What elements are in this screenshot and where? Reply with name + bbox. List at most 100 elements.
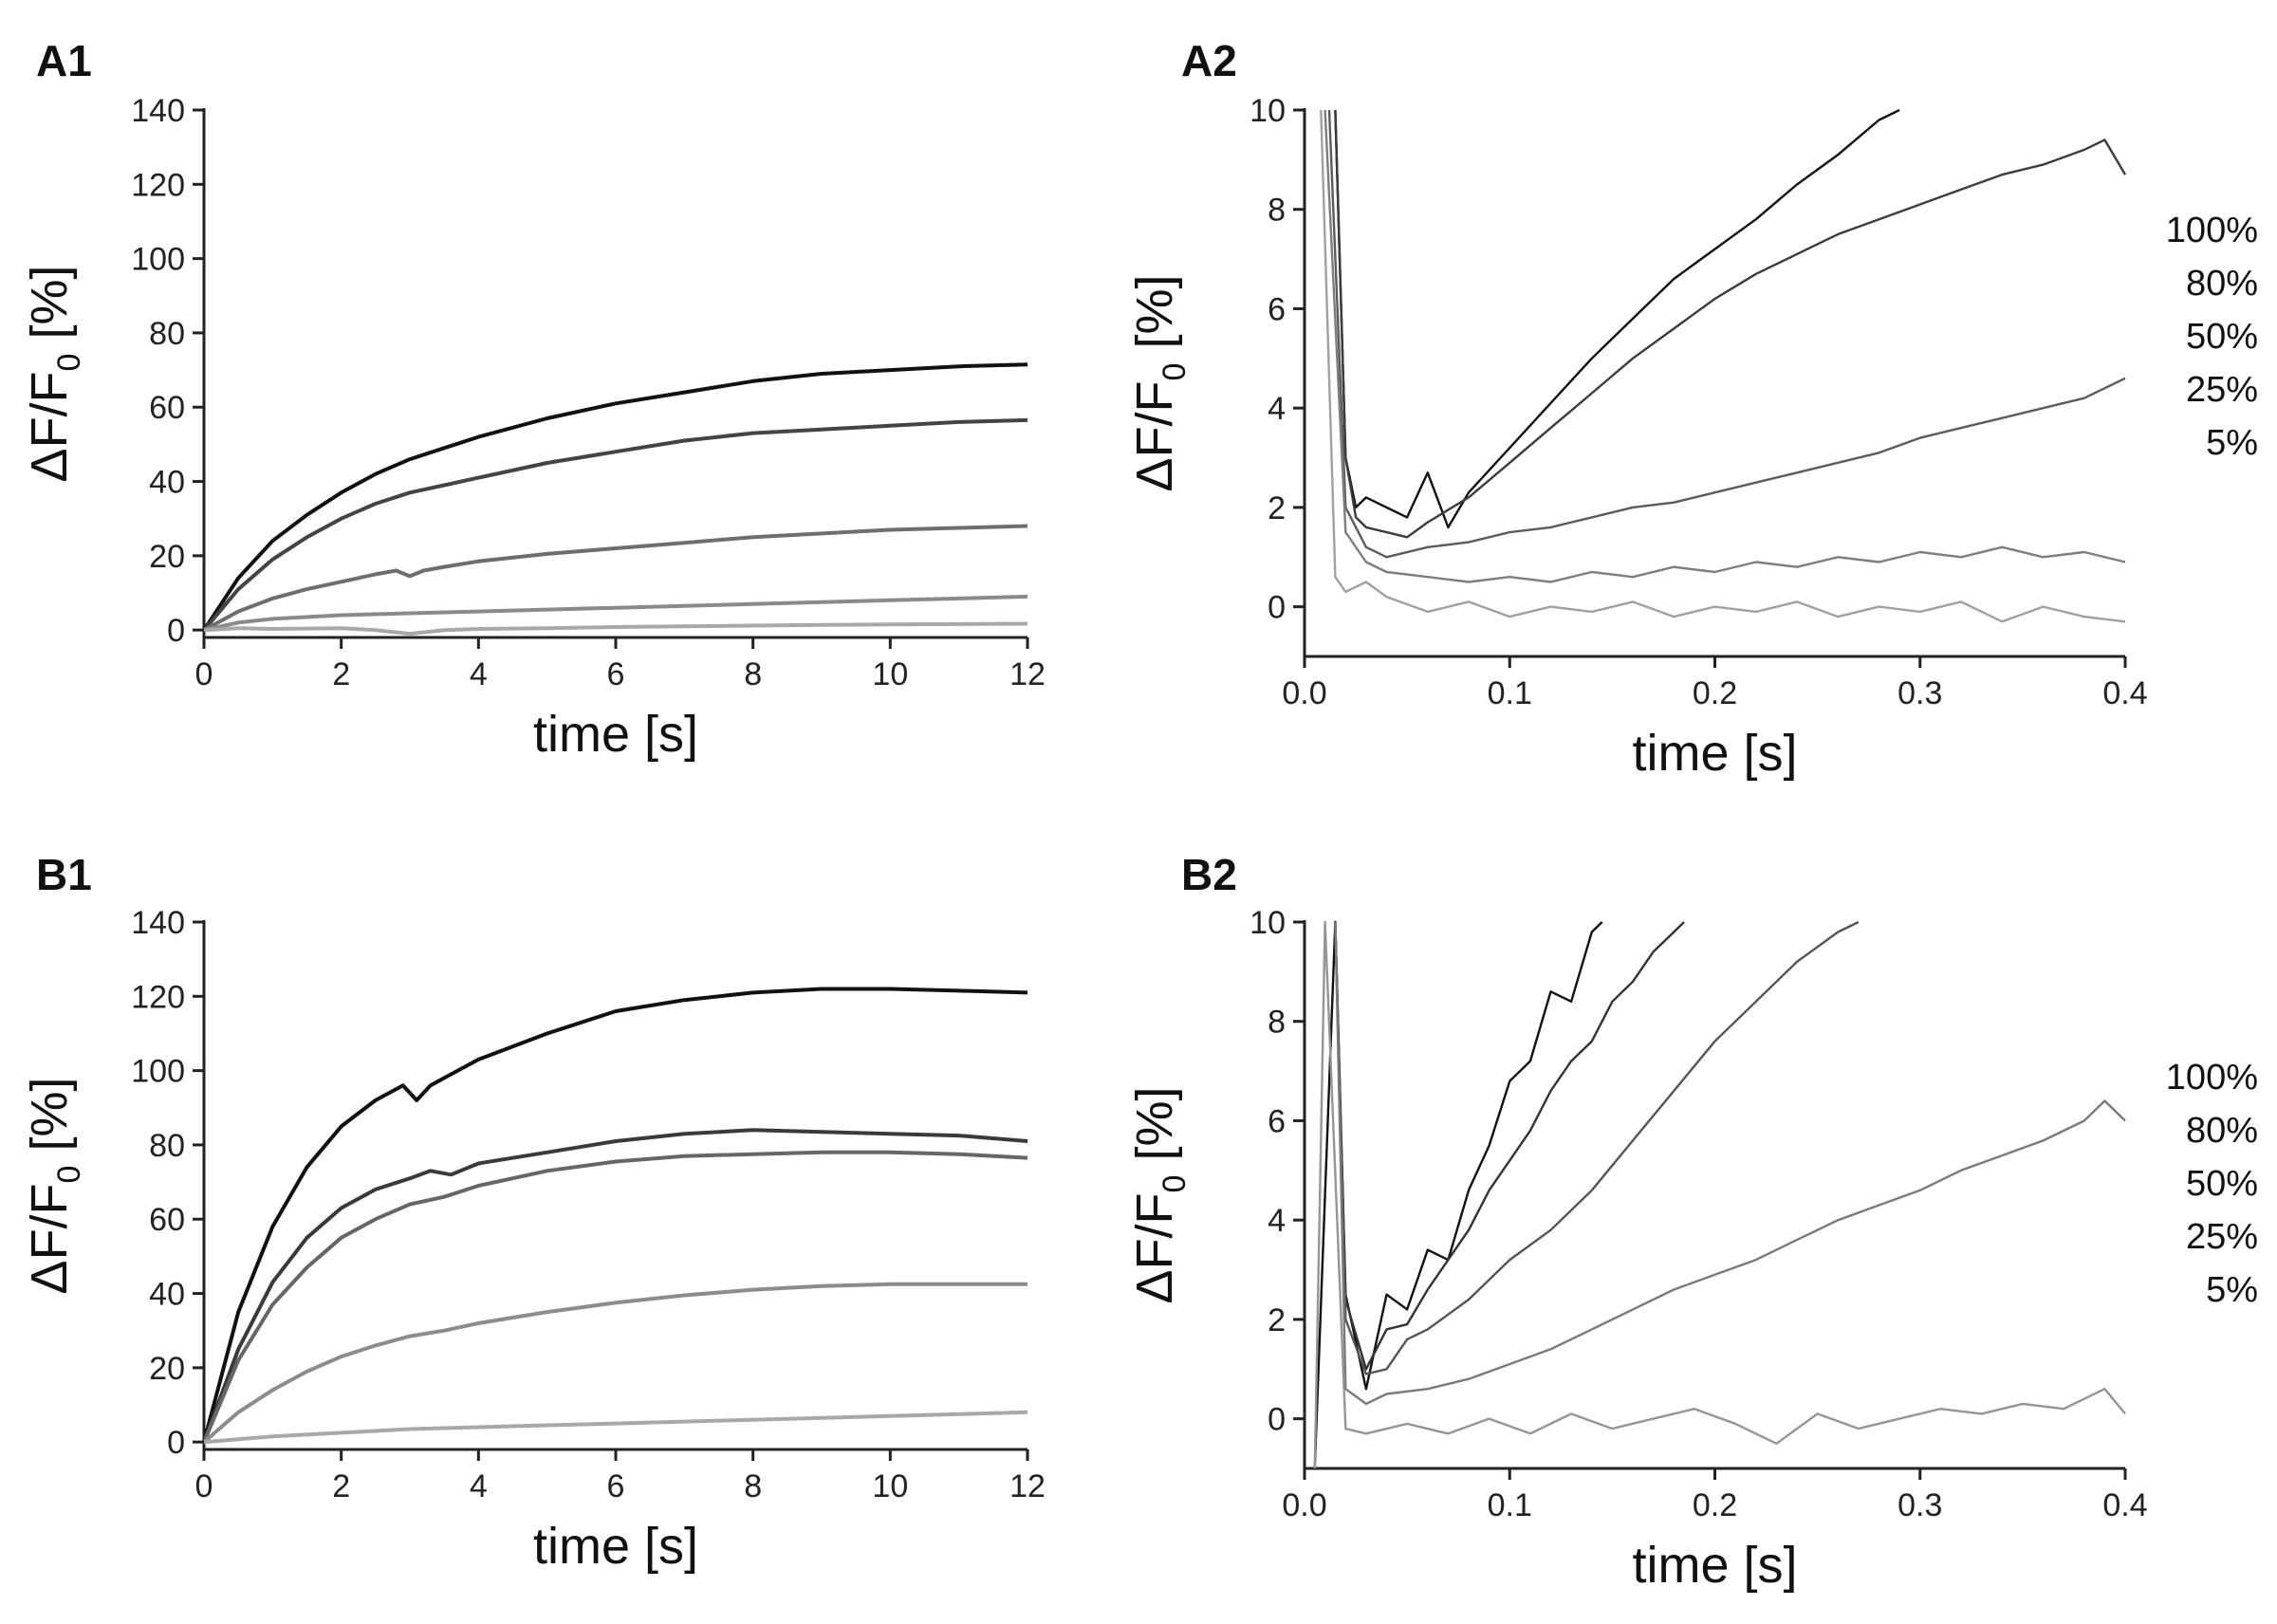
panel-label: A2 xyxy=(1181,36,1237,85)
y-tick-label: 40 xyxy=(149,1277,185,1313)
series-group xyxy=(1313,920,2126,1468)
series-group xyxy=(204,987,1028,1445)
y-tick-label: 10 xyxy=(1250,905,1286,941)
y-tick-label: 6 xyxy=(1268,1103,1286,1139)
x-tick-label: 12 xyxy=(1009,1468,1046,1504)
series-line-2 xyxy=(204,417,1028,632)
panel-a2: A2 0 2 4 6 8 10 0.0 0.1 0.2 0.3 0.4 time [s] ΔF/F0 [%… xyxy=(1126,36,2258,782)
y-tick-label: 140 xyxy=(131,93,185,129)
y-tick-label: 60 xyxy=(149,390,185,426)
y-tick-label: 100 xyxy=(131,242,185,278)
series-line-5 xyxy=(204,1410,1028,1445)
x-tick-label: 0.4 xyxy=(2102,1487,2147,1523)
x-tick-label: 0.4 xyxy=(2102,675,2147,711)
y-tick-label: 8 xyxy=(1268,1005,1286,1041)
y-tick-label: 20 xyxy=(149,539,185,575)
series-line-1 xyxy=(204,362,1028,632)
x-tick-label: 6 xyxy=(607,1468,625,1504)
x-tick-label: 2 xyxy=(332,656,350,692)
series-line-5 xyxy=(204,621,1028,637)
x-tick-label: 4 xyxy=(470,1468,488,1504)
panel-label: A1 xyxy=(36,36,92,85)
y-tick-label: 20 xyxy=(149,1351,185,1387)
y-axis-title: ΔF/F0 [%] xyxy=(1126,1087,1193,1304)
legend-label: 25% xyxy=(2186,370,2258,410)
y-tick-label: 40 xyxy=(149,465,185,501)
x-axis-title: time [s] xyxy=(533,706,698,763)
x-tick-label: 0.2 xyxy=(1693,1487,1737,1523)
y-tick-label: 10 xyxy=(1250,93,1286,129)
x-tick-label: 0.3 xyxy=(1898,675,1942,711)
y-tick-label: 120 xyxy=(131,167,185,203)
series-line-3 xyxy=(1334,920,1860,1375)
x-tick-label: 0.3 xyxy=(1898,1487,1942,1523)
y-tick-label: 2 xyxy=(1268,490,1286,526)
legend-label: 80% xyxy=(2186,1111,2258,1151)
x-tick-label: 2 xyxy=(332,1468,350,1504)
legend-label: 100% xyxy=(2166,211,2258,250)
y-tick-label: 2 xyxy=(1268,1302,1286,1338)
y-tick-label: 80 xyxy=(149,316,185,352)
x-tick-label: 10 xyxy=(872,656,908,692)
series-line-4 xyxy=(1324,109,2126,583)
y-axis-title: ΔF/F0 [%] xyxy=(21,266,87,483)
y-tick-label: 0 xyxy=(1268,1402,1286,1438)
legend-label: 80% xyxy=(2186,264,2258,304)
legend-label: 5% xyxy=(2206,1270,2258,1310)
y-tick-label: 4 xyxy=(1268,391,1286,427)
series-line-3 xyxy=(1327,109,2126,559)
y-tick-label: 8 xyxy=(1268,193,1286,229)
y-tick-label: 0 xyxy=(167,1425,185,1461)
x-tick-label: 0.1 xyxy=(1488,675,1532,711)
y-tick-label: 4 xyxy=(1268,1203,1286,1239)
y-axis-title: ΔF/F0 [%] xyxy=(21,1078,87,1295)
x-tick-label: 0.2 xyxy=(1693,675,1737,711)
x-axis-title: time [s] xyxy=(1632,725,1797,782)
series-line-2 xyxy=(1334,921,1685,1371)
x-axis-title: time [s] xyxy=(533,1518,698,1575)
y-tick-label: 0 xyxy=(1268,590,1286,626)
y-tick-label: 120 xyxy=(131,979,185,1015)
legend-label: 5% xyxy=(2206,423,2258,463)
x-tick-label: 0.0 xyxy=(1282,1487,1326,1523)
series-line-1 xyxy=(1313,920,1603,1468)
x-tick-label: 8 xyxy=(744,1468,762,1504)
panel-b2: B2 0 2 4 6 8 10 0.0 0.1 0.2 0.3 0.4 time [s] ΔF/F0 [%… xyxy=(1126,850,2258,1594)
series-group xyxy=(1320,108,2127,623)
series-line-1 xyxy=(1334,108,1900,529)
legend-label: 50% xyxy=(2186,1164,2258,1204)
panel-b1: B1 0 20 40 60 80 100 120 140 0 2 4 6 8 10 12 time [s] ΔF/… xyxy=(21,850,1046,1575)
y-tick-label: 80 xyxy=(149,1128,185,1164)
x-tick-label: 0.0 xyxy=(1282,675,1326,711)
series-line-4 xyxy=(204,594,1028,633)
series-line-2 xyxy=(1334,109,2127,539)
series-line-1 xyxy=(204,987,1028,1443)
y-tick-label: 140 xyxy=(131,905,185,941)
series-line-2 xyxy=(204,1128,1028,1443)
y-tick-label: 60 xyxy=(149,1202,185,1238)
x-tick-label: 0 xyxy=(195,1468,213,1504)
series-line-4 xyxy=(1334,921,2126,1406)
x-tick-label: 4 xyxy=(470,656,488,692)
series-line-3 xyxy=(204,1150,1028,1443)
x-tick-label: 6 xyxy=(607,656,625,692)
y-axis-title: ΔF/F0 [%] xyxy=(1126,275,1193,492)
x-tick-label: 0.1 xyxy=(1488,1487,1532,1523)
x-axis-title: time [s] xyxy=(1632,1537,1797,1594)
y-tick-label: 6 xyxy=(1268,291,1286,327)
y-tick-label: 100 xyxy=(131,1054,185,1090)
panel-a1: A1 0 20 40 60 80 100 120 140 0 2 4 6 8 10 12 time [s] ΔF/… xyxy=(21,36,1046,763)
legend-label: 100% xyxy=(2166,1058,2258,1098)
legend-label: 50% xyxy=(2186,317,2258,357)
panel-label: B1 xyxy=(36,850,92,899)
series-line-5 xyxy=(1313,920,2126,1468)
x-tick-label: 8 xyxy=(744,656,762,692)
series-line-5 xyxy=(1320,109,2126,623)
panel-label: B2 xyxy=(1181,850,1237,899)
series-line-4 xyxy=(204,1282,1027,1444)
series-line-3 xyxy=(204,524,1028,632)
y-tick-label: 0 xyxy=(167,613,185,649)
x-tick-label: 10 xyxy=(872,1468,908,1504)
x-tick-label: 12 xyxy=(1009,656,1046,692)
